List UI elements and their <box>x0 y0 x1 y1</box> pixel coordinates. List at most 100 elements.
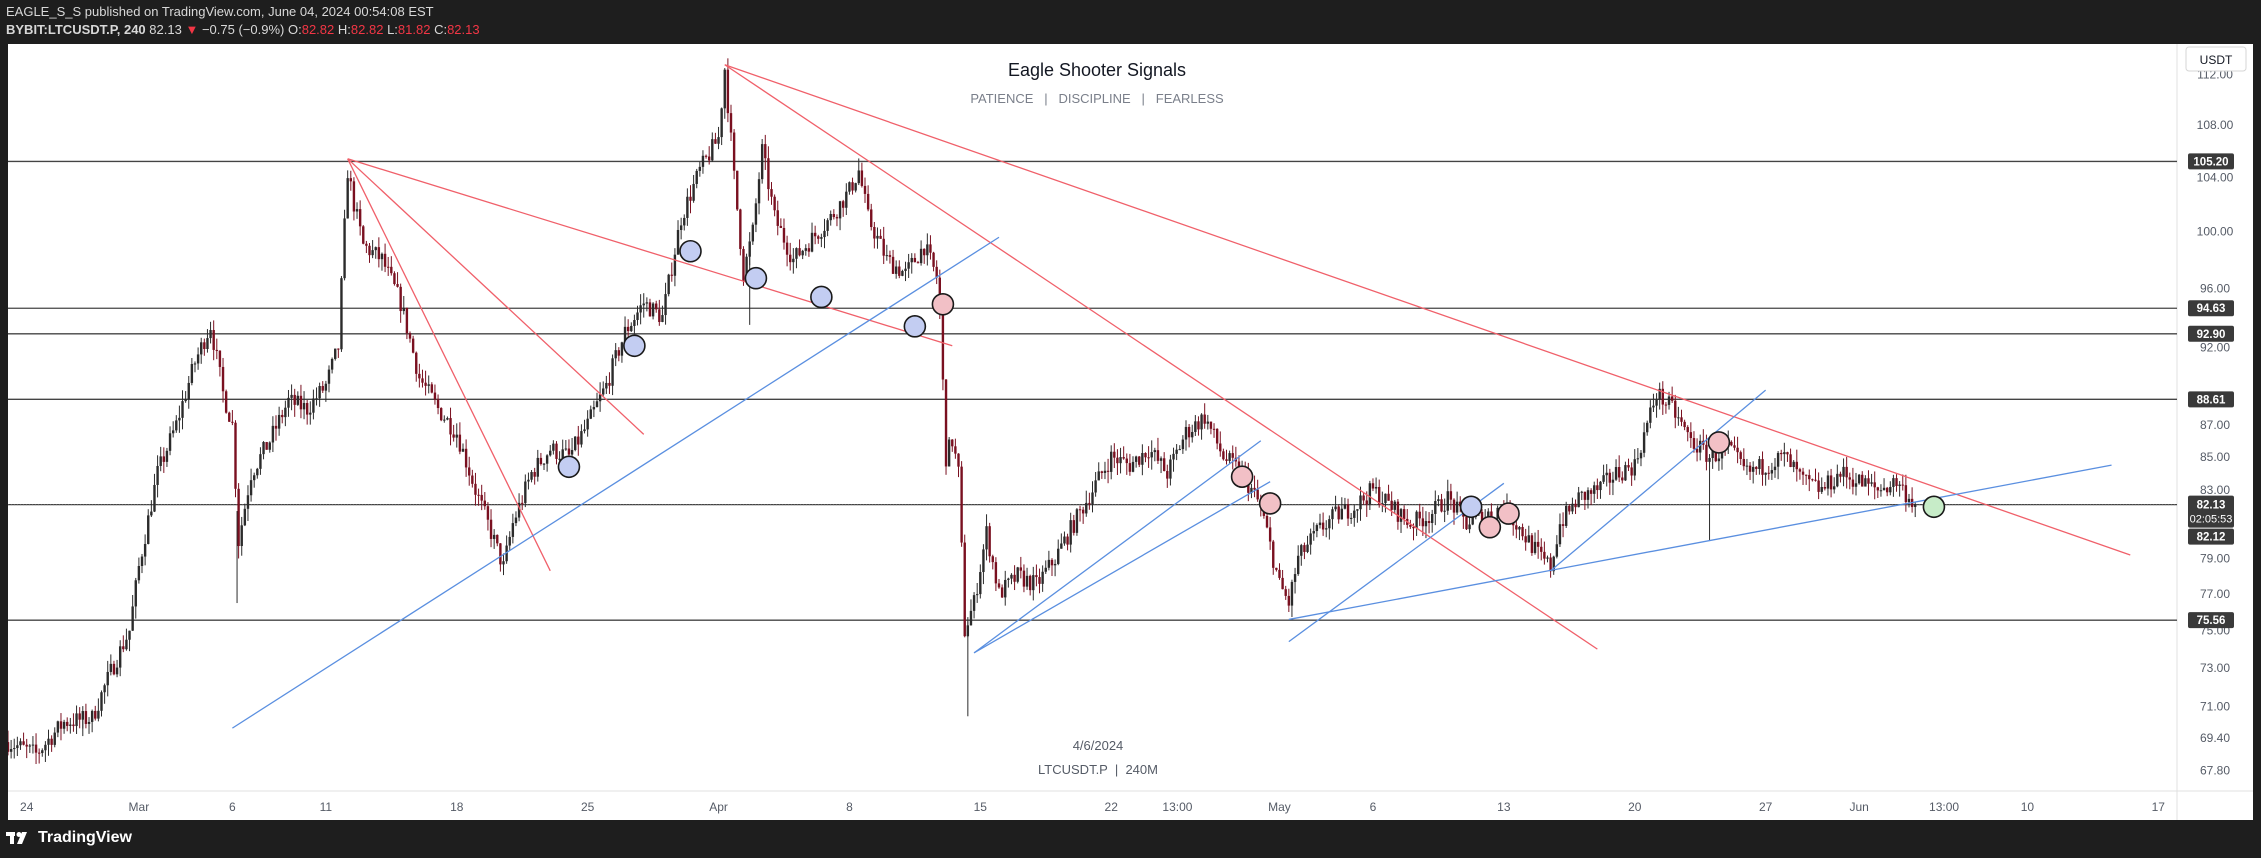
candle-body <box>1415 511 1418 529</box>
candle-body <box>1882 487 1886 491</box>
candle-body <box>651 303 655 317</box>
candle-body <box>602 388 605 395</box>
candle-body <box>723 69 726 109</box>
candle-body <box>1689 432 1693 439</box>
candle-body <box>1091 492 1094 505</box>
candle-body <box>605 382 608 389</box>
chart-area[interactable]: 112.00 108.00 104.00 100.00 96.00 92.00 87.00 8… <box>6 44 2253 820</box>
candle-body <box>1437 499 1440 502</box>
candle-body <box>1780 452 1783 455</box>
candle-body <box>673 254 677 276</box>
candle-body <box>1191 431 1194 438</box>
price-chart[interactable]: 112.00108.00104.00100.0096.0092.0087.008… <box>6 44 2253 820</box>
candle-body <box>1275 567 1278 570</box>
candle-body <box>415 352 418 374</box>
candle-body <box>499 543 502 565</box>
level-badge-label: 105.20 <box>2193 156 2228 168</box>
candle-body <box>256 468 259 476</box>
candle-body <box>411 338 415 353</box>
candle-body <box>1153 450 1157 453</box>
time-tick-label: 13:00 <box>1162 800 1192 814</box>
candle-body <box>751 224 755 242</box>
candle-body <box>1773 466 1777 471</box>
candle-body <box>1670 396 1674 401</box>
candle-body <box>159 456 162 466</box>
candle-body <box>1761 459 1764 475</box>
candle-body <box>156 465 159 485</box>
down-arrow-icon: ▼ <box>185 22 199 37</box>
candle-body <box>1627 465 1630 468</box>
candle-body <box>502 561 505 565</box>
candle-body <box>583 429 586 432</box>
candles <box>6 58 1917 765</box>
candle-body <box>1281 577 1284 590</box>
candle-body <box>580 431 583 445</box>
candle-body <box>695 170 698 184</box>
candle-body <box>1661 388 1664 405</box>
candle-body <box>1549 557 1552 572</box>
candle-body <box>754 203 758 225</box>
candle-body <box>1848 477 1851 480</box>
candle-body <box>1564 505 1568 526</box>
level-badge <box>2188 300 2234 317</box>
candle-body <box>1032 575 1035 591</box>
support-trendline <box>973 481 1271 654</box>
candle-body <box>443 419 446 421</box>
candle-body <box>698 166 702 171</box>
tradingview-logo[interactable]: TradingView <box>6 829 132 847</box>
candle-body <box>1265 515 1269 528</box>
candle-body <box>112 663 116 675</box>
candle-body <box>143 543 147 557</box>
candle-body <box>838 201 842 219</box>
candle-body <box>589 409 592 419</box>
candle-body <box>505 545 508 562</box>
candle-body <box>1057 548 1060 564</box>
signal-marker-blue <box>810 285 833 309</box>
candle-body <box>527 479 530 482</box>
candle-body <box>1745 465 1749 467</box>
symbol-ohlc-line: BYBIT:LTCUSDT.P, 240 82.13 ▼ −0.75 (−0.9… <box>6 22 480 37</box>
candle-body <box>932 252 935 267</box>
candle-body <box>1253 487 1256 490</box>
candle-body <box>393 273 396 285</box>
candle-body <box>1340 508 1344 520</box>
candle-body <box>399 286 402 312</box>
candle-body <box>1041 571 1044 584</box>
candle-body <box>1770 470 1774 474</box>
candle-body <box>545 455 549 464</box>
candle-body <box>1561 524 1565 526</box>
candle-body <box>1172 453 1175 460</box>
candle-body <box>813 232 817 237</box>
candle-body <box>6 742 10 752</box>
candle-body <box>1611 479 1615 483</box>
candle-body <box>1147 457 1150 459</box>
candle-body <box>168 433 172 451</box>
time-axis[interactable]: 24 Mar 6 11 18 25 Apr 8 15 22 13:00 May 6 13 20 27 Jun 13… <box>20 800 2165 814</box>
candle-body <box>41 750 44 754</box>
candle-body <box>570 450 574 455</box>
candle-body <box>368 245 371 256</box>
candle-body <box>1889 486 1892 493</box>
candle-body <box>122 646 125 650</box>
candle-body <box>349 178 353 182</box>
candle-body <box>1533 541 1537 553</box>
candle-body <box>1440 499 1443 512</box>
candle-body <box>1094 480 1097 493</box>
price-axis[interactable]: 112.00108.00104.00100.0096.0092.0087.008… <box>2188 68 2234 778</box>
candle-body <box>293 394 296 405</box>
candle-body <box>1748 465 1752 472</box>
candle-body <box>1293 574 1297 582</box>
candle-body <box>1225 459 1228 461</box>
candle-body <box>689 196 692 201</box>
candle-body <box>455 434 458 438</box>
currency-button[interactable] <box>2185 46 2247 72</box>
candle-body <box>305 402 309 415</box>
candle-body <box>704 155 708 157</box>
candle-body <box>13 748 16 750</box>
candle-body <box>1518 527 1521 530</box>
candle-body <box>1904 485 1908 503</box>
candle-body <box>171 430 175 434</box>
watermark-symbol: LTCUSDT.P | 240M <box>1038 762 1158 777</box>
candle-body <box>203 342 206 350</box>
candle-body <box>1150 452 1153 458</box>
